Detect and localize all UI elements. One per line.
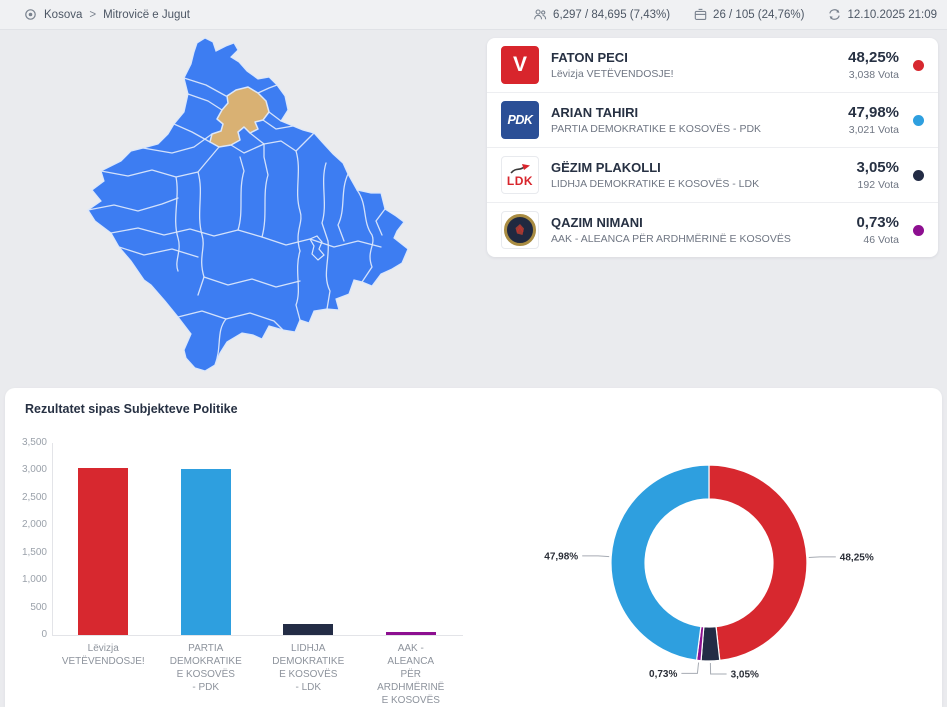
candidate-color-dot [913,114,924,126]
donut-slice[interactable] [610,464,710,661]
candidate-info: ARIAN TAHIRI PARTIA DEMOKRATIKE E KOSOVËS… [551,105,761,135]
topbar: Kosova > Mitrovicë e Jugut 6,297 / 84,69… [0,0,947,30]
aak-emblem-icon [504,214,536,246]
bar-chart: 0 500 1,000 1,500 2,000 2,500 3,000 3,500 Lëvizj… [5,388,485,707]
candidate-result: 0,73% 46 Vota [856,214,899,246]
candidate-party: LIDHJA DEMOKRATIKE E KOSOVËS - LDK [551,178,760,190]
candidate-info: FATON PECI Lëvizja VETËVENDOSJE! [551,50,674,80]
stations-stat-text: 26 / 105 (24,76%) [713,8,805,21]
topbar-stats: 6,297 / 84,695 (7,43%) 26 / 105 (24,76%)… [533,8,937,21]
candidate-votes: 192 Vota [857,179,899,191]
donut-slice[interactable] [708,464,808,662]
donut-label-leader [709,662,727,675]
voters-icon [534,9,547,20]
candidate-party: Lëvizja VETËVENDOSJE! [551,68,674,80]
candidate-votes: 3,038 Vota [848,69,899,81]
candidate-info: GËZIM PLAKOLLI LIDHJA DEMOKRATIKE E KOSOV… [551,160,759,190]
donut-percent-label: 48,25% [840,552,874,563]
candidate-row[interactable]: QAZIM NIMANI AAK - ALEANCA PËR ARDHMËRINË… [487,202,938,257]
last-updated: 12.10.2025 21:09 [828,8,937,21]
candidate-percent: 0,73% [856,214,899,231]
kosovo-map[interactable] [80,33,410,373]
y-axis-tick-label: 3,000 [21,464,47,476]
section-title: Rezultatet sipas Subjekteve Politike [25,402,238,416]
bar-plot-area [52,443,463,636]
y-axis-tick-label: 0 [41,629,47,640]
candidate-percent: 48,25% [848,49,899,66]
y-axis-tick-label: 2,500 [21,491,47,503]
candidate-row[interactable]: LDK GËZIM PLAKOLLI LIDHJA DEMOKRATIKE E KO… [487,147,938,202]
breadcrumb-current: Mitrovicë e Jugut [103,8,191,21]
candidate-party: AAK - ALEANCA PËR ARDHMËRINË E KOSOVËS [551,233,791,245]
candidate-row[interactable]: V FATON PECI Lëvizja VETËVENDOSJE! 48,25% 3,… [487,38,938,92]
y-axis-tick-label: 3,500 [21,437,47,448]
bar-3[interactable] [283,624,334,635]
candidate-color-dot [913,169,924,181]
donut-percent-label: 47,98% [544,551,578,562]
map-municipality-borders [88,77,386,366]
y-axis-tick-label: 1,000 [21,574,47,586]
bar-4[interactable] [385,632,436,635]
timestamp-text: 12.10.2025 21:09 [847,8,937,21]
candidate-votes: 3,021 Vota [848,124,899,136]
results-by-party-section: Rezultatet sipas Subjekteve Politike 0 50… [5,388,942,707]
ldk-arrow-icon [510,163,530,174]
polling-stations-stat: 26 / 105 (24,76%) [694,8,804,21]
candidate-name: FATON PECI [551,50,628,65]
candidate-party: PARTIA DEMOKRATIKE E KOSOVËS - PDK [551,123,762,135]
breadcrumb-root[interactable]: Kosova [44,8,83,21]
candidate-name: QAZIM NIMANI [551,215,643,230]
candidate-row[interactable]: PDK ARIAN TAHIRI PARTIA DEMOKRATIKE E KOSO… [487,92,938,147]
candidate-result: 47,98% 3,021 Vota [848,104,899,136]
bar-2[interactable] [180,469,231,635]
candidate-name: GËZIM PLAKOLLI [551,160,661,175]
breadcrumb: Kosova > Mitrovicë e Jugut [24,8,190,21]
candidate-results-panel: V FATON PECI Lëvizja VETËVENDOSJE! 48,25% 3,… [487,38,938,257]
donut-label-leader [681,662,700,674]
candidate-color-dot [913,59,924,71]
vv-party-logo-icon: V [501,46,539,84]
donut-percent-label: 3,05% [731,670,759,681]
candidate-result: 48,25% 3,038 Vota [848,49,899,81]
y-axis-tick-label: 1,500 [21,546,47,558]
location-pin-icon [25,9,36,20]
y-axis-tick-label: 2,000 [21,519,47,531]
x-axis-category-label: AAK - ALEANCA PËR ARDHMËRINË E KOSOVËS [377,643,445,706]
x-axis-category-label: LIDHJA DEMOKRATIKE E KOSOVËS - LDK [272,643,345,693]
x-axis-category-label: Lëvizja VETËVENDOSJE! [61,643,145,667]
x-axis-category-label: PARTIA DEMOKRATIKE E KOSOVËS - PDK [169,643,242,693]
breadcrumb-separator: > [89,8,97,21]
candidate-info: QAZIM NIMANI AAK - ALEANCA PËR ARDHMËRINË… [551,215,791,245]
ldk-party-logo-icon: LDK [501,156,539,194]
candidate-color-dot [913,224,924,236]
candidate-percent: 47,98% [848,104,899,121]
refresh-icon[interactable] [828,8,841,21]
donut-label-leader [808,556,836,558]
donut-percent-label: 0,73% [649,669,677,680]
voters-turnout-stat: 6,297 / 84,695 (7,43%) [533,8,670,21]
candidate-percent: 3,05% [856,159,899,176]
ballot-box-icon [694,8,707,20]
donut-label-leader [582,555,610,558]
bar-1[interactable] [78,468,129,635]
pdk-party-logo-icon: PDK [501,101,539,139]
candidate-result: 3,05% 192 Vota [856,159,899,191]
candidate-votes: 46 Vota [863,234,899,246]
voters-stat-text: 6,297 / 84,695 (7,43%) [553,8,671,21]
candidate-name: ARIAN TAHIRI [551,105,639,120]
map-highlighted-municipality[interactable] [209,86,270,148]
y-axis-tick-label: 500 [30,601,47,613]
aak-party-logo-icon [501,211,539,249]
